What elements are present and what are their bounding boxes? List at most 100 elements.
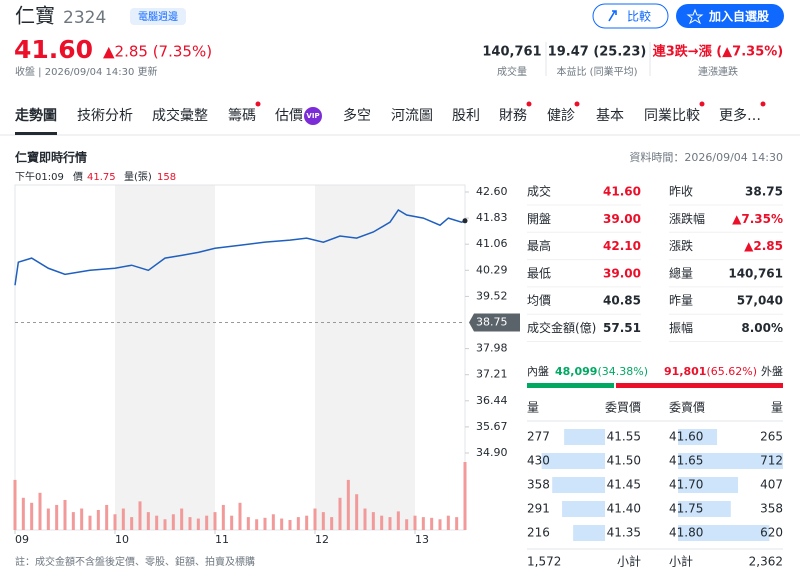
ask-price: 41.80 (669, 526, 703, 540)
hover-volume: 158 (157, 172, 176, 183)
volume-bar (321, 512, 325, 530)
stock-name: 仁寶 (15, 4, 55, 28)
compare-button[interactable]: 比較 (592, 3, 669, 29)
tab[interactable]: 估價 VIP (275, 107, 322, 125)
price: 41.60 (14, 35, 93, 64)
volume-bar (188, 517, 192, 530)
quote-value: 140,761 (728, 266, 783, 280)
tab[interactable]: 財務 (499, 101, 532, 125)
book-header: 委賣價 (669, 400, 705, 415)
update-time: 收盤 | 2026/09/04 14:30 更新 (15, 65, 158, 78)
inner-volume: 48,099 (555, 365, 597, 378)
volume-bar (271, 514, 275, 530)
quote-label: 昨量 (669, 294, 693, 308)
quote-label: 總量 (669, 265, 693, 280)
quote-value: ▲7.35% (732, 212, 783, 226)
stat-value: 19.47 (25.23) (548, 45, 647, 60)
book-header: 委買價 (605, 401, 641, 415)
quote-value: 42.10 (603, 239, 641, 253)
bid-volume: 358 (527, 478, 550, 492)
last-point (462, 218, 468, 224)
tab[interactable]: 更多… (719, 101, 766, 125)
book-total: 小計 (669, 554, 693, 569)
volume-bar (396, 511, 400, 530)
volume-bar (63, 499, 67, 530)
bid-bar (562, 501, 605, 517)
hover-time: 下午01:09 (15, 170, 64, 183)
tab[interactable]: 河流圖 (391, 108, 433, 124)
volume-bar (246, 517, 250, 530)
inner-label: 內盤 (527, 365, 549, 378)
quote-label: 最低 (527, 266, 551, 280)
ask-volume: 620 (760, 526, 783, 540)
volume-bar (346, 479, 350, 530)
quote-label: 漲跌幅 (669, 211, 705, 226)
quote-value: 38.75 (745, 185, 783, 199)
volume-bar (171, 514, 175, 530)
quote-label: 成交金額(億) (527, 320, 596, 335)
volume-bar (413, 515, 417, 530)
stat-value: 連3跌→漲 (▲7.35%) (653, 44, 783, 60)
quote-value: 57,040 (737, 294, 783, 308)
x-tick-label: 11 (215, 533, 229, 546)
tab[interactable]: 技術分析 (77, 108, 133, 124)
data-time: 資料時間：2026/09/04 14:30 (629, 150, 783, 164)
inner-bar (527, 383, 615, 388)
watchlist-button[interactable]: 加入自選股 (676, 4, 784, 28)
compare-icon (608, 10, 617, 22)
tab-label: 成交彙整 (152, 107, 208, 124)
tab[interactable]: 基本 (596, 107, 624, 124)
tab-label: 河流圖 (391, 108, 433, 124)
bid-price: 41.45 (607, 478, 641, 492)
tab[interactable]: 多空 (343, 107, 371, 124)
volume-bar (163, 519, 167, 530)
volume-bar (180, 508, 184, 530)
tab-dot (526, 101, 532, 107)
stat-label: 成交量 (497, 65, 527, 78)
tab[interactable]: 成交彙整 (152, 107, 208, 124)
bid-price: 41.40 (607, 502, 641, 516)
volume-bar (421, 517, 425, 530)
ask-price: 41.70 (669, 478, 703, 492)
tab[interactable]: 健診 (547, 101, 580, 125)
tab-label: 基本 (596, 107, 624, 124)
ask-bar (678, 453, 783, 469)
volume-bar (146, 512, 150, 530)
volume-bar (438, 519, 442, 530)
tab[interactable]: 股利 (452, 108, 480, 124)
bid-volume: 291 (527, 502, 550, 516)
tab[interactable]: 走勢圖 (15, 107, 57, 135)
bid-bar (541, 453, 605, 469)
outer-label: 外盤 (761, 365, 783, 378)
quote-label: 開盤 (527, 212, 551, 226)
y-tick-label: 36.44 (476, 394, 508, 407)
ask-price: 41.75 (669, 502, 703, 516)
price-line (14, 208, 466, 286)
volume-bar (113, 514, 117, 530)
volume-bar (305, 515, 309, 530)
bid-volume: 430 (527, 454, 550, 468)
tab-label: 健診 (547, 108, 575, 124)
volume-bar (330, 517, 334, 530)
bid-price: 41.55 (607, 430, 641, 444)
tab-label: 同業比較 (644, 108, 700, 124)
y-tick-label: 34.90 (476, 446, 508, 459)
volume-bar (88, 515, 92, 530)
volume-bar (446, 515, 450, 530)
quote-value: ▲2.85 (744, 239, 783, 253)
ask-bar (678, 429, 718, 445)
watchlist-button-bg (676, 4, 784, 28)
ask-price: 41.60 (669, 430, 703, 444)
tab-label: 走勢圖 (15, 107, 57, 124)
quote-value: 41.60 (603, 185, 641, 199)
y-tick-label: 37.98 (476, 342, 508, 355)
tab[interactable]: 同業比較 (644, 101, 705, 125)
bid-price: 41.50 (607, 454, 641, 468)
volume-bar (71, 512, 75, 530)
outer-bar (616, 383, 783, 388)
volume-bar (155, 515, 159, 530)
volume-bar (430, 517, 434, 530)
volume-bar (380, 515, 384, 530)
tab-label: 籌碼 (228, 108, 256, 124)
tab[interactable]: 籌碼 (228, 101, 261, 125)
